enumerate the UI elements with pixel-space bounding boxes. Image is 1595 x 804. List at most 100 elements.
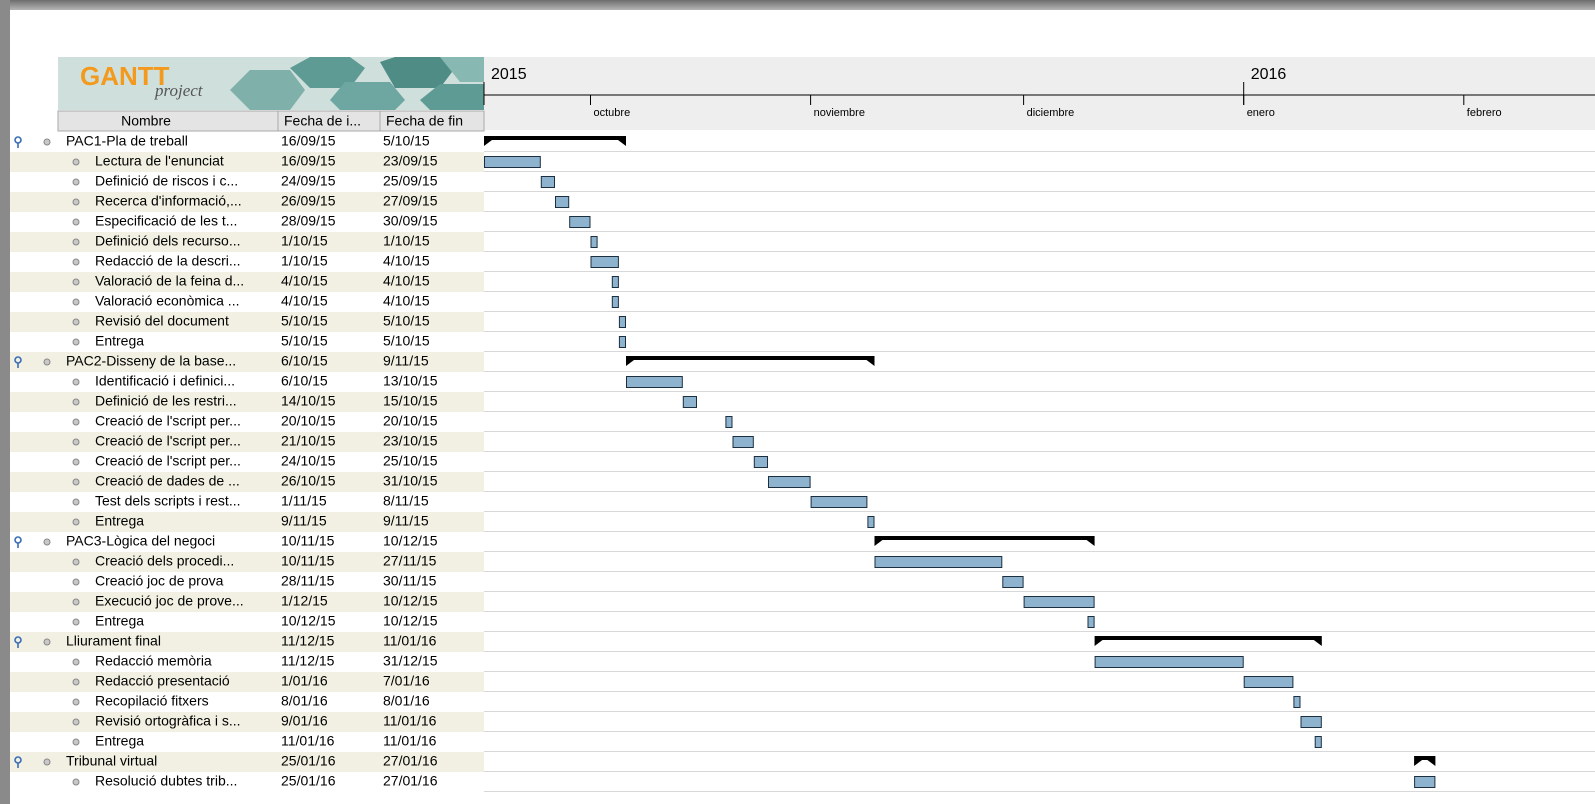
- task-bullet: [72, 478, 80, 486]
- task-bar: [611, 296, 619, 308]
- row-shade: [10, 352, 484, 372]
- task-end: 15/10/15: [383, 393, 438, 409]
- task-name: Test dels scripts i rest...: [95, 493, 240, 509]
- row-shade: [10, 272, 484, 292]
- logo-sub: project: [154, 81, 204, 100]
- task-start: 10/12/15: [281, 613, 336, 629]
- task-start: 11/12/15: [281, 633, 335, 649]
- task-bullet: [72, 518, 80, 526]
- task-end: 10/12/15: [383, 613, 438, 629]
- task-start: 1/01/16: [281, 673, 328, 689]
- task-bullet: [72, 598, 80, 606]
- task-name: Redacció memòria: [95, 653, 212, 669]
- task-start: 16/09/15: [281, 153, 336, 169]
- summary-cap: [874, 540, 883, 546]
- task-name: Recerca d'informació,...: [95, 193, 242, 209]
- task-name: Lliurament final: [66, 633, 161, 649]
- task-bullet: [72, 398, 80, 406]
- year-label: 2016: [1251, 66, 1287, 83]
- task-start: 1/10/15: [281, 233, 328, 249]
- task-bullet: [43, 758, 51, 766]
- summary-cap: [1427, 760, 1436, 766]
- task-bar: [1094, 656, 1244, 668]
- task-name: Creació dels procedi...: [95, 553, 234, 569]
- task-bullet: [43, 538, 51, 546]
- task-bullet: [72, 258, 80, 266]
- logo-brand: GANTT: [80, 61, 170, 91]
- task-bullet: [72, 218, 80, 226]
- task-end: 1/10/15: [383, 233, 430, 249]
- task-end: 10/12/15: [383, 533, 438, 549]
- task-end: 8/01/16: [383, 693, 430, 709]
- task-end: 5/10/15: [383, 133, 430, 149]
- task-bar: [874, 556, 1003, 568]
- task-bullet: [72, 378, 80, 386]
- row-shade: [10, 552, 484, 572]
- task-start: 21/10/15: [281, 433, 336, 449]
- task-name: Valoració de la feina d...: [95, 273, 244, 289]
- task-start: 28/11/15: [281, 573, 335, 589]
- task-start: 10/11/15: [281, 533, 335, 549]
- task-end: 31/10/15: [383, 473, 438, 489]
- task-bullet: [72, 678, 80, 686]
- task-bullet: [43, 358, 51, 366]
- task-end: 11/01/16: [383, 733, 437, 749]
- timeline-header: [484, 57, 1595, 130]
- task-bar: [1243, 676, 1294, 688]
- task-bar: [611, 276, 619, 288]
- hex: [230, 70, 305, 110]
- task-start: 4/10/15: [281, 293, 328, 309]
- hex: [420, 84, 484, 110]
- task-end: 4/10/15: [383, 273, 430, 289]
- task-name: Revisió ortogràfica i s...: [95, 713, 241, 729]
- row-shade: [10, 392, 484, 412]
- top-frame: [0, 0, 1595, 10]
- month-label: noviembre: [814, 107, 865, 119]
- task-end: 9/11/15: [383, 513, 429, 529]
- task-name: Creació de l'script per...: [95, 453, 241, 469]
- task-start: 4/10/15: [281, 273, 328, 289]
- task-name: Entrega: [95, 613, 144, 629]
- summary-cap: [1086, 540, 1095, 546]
- summary-cap: [1313, 640, 1322, 646]
- task-end: 27/11/15: [383, 553, 437, 569]
- task-bullet: [72, 418, 80, 426]
- task-end: 23/09/15: [383, 153, 438, 169]
- task-name: Execució joc de prove...: [95, 593, 244, 609]
- year-label: 2015: [491, 66, 527, 83]
- task-end: 8/11/15: [383, 493, 429, 509]
- header-bg: [57, 110, 485, 132]
- summary-bar: [1414, 756, 1436, 760]
- task-end: 11/01/16: [383, 633, 437, 649]
- col-header: Fecha de i...: [284, 113, 361, 129]
- summary-cap: [866, 360, 875, 366]
- task-bar: [810, 496, 868, 508]
- task-start: 11/12/15: [281, 653, 335, 669]
- row-shade: [10, 712, 484, 732]
- task-name: Entrega: [95, 733, 144, 749]
- row-shade: [10, 432, 484, 452]
- task-end: 4/10/15: [383, 253, 430, 269]
- task-bullet: [43, 138, 51, 146]
- task-name: Resolució dubtes trib...: [95, 773, 237, 789]
- task-name: Identificació i definici...: [95, 373, 235, 389]
- task-name: Especificació de les t...: [95, 213, 237, 229]
- hex: [440, 57, 484, 82]
- task-bullet: [43, 638, 51, 646]
- task-bullet: [72, 178, 80, 186]
- task-end: 9/11/15: [383, 353, 429, 369]
- task-bar: [768, 476, 811, 488]
- task-end: 5/10/15: [383, 313, 430, 329]
- task-end: 11/01/16: [383, 713, 437, 729]
- task-name: Definició de riscos i c...: [95, 173, 238, 189]
- task-start: 16/09/15: [281, 133, 336, 149]
- task-bullet: [72, 438, 80, 446]
- summary-cap: [1414, 760, 1423, 766]
- row-shade: [10, 632, 484, 652]
- task-end: 25/09/15: [383, 173, 438, 189]
- task-start: 20/10/15: [281, 413, 336, 429]
- task-end: 7/01/16: [383, 673, 430, 689]
- task-end: 30/09/15: [383, 213, 438, 229]
- task-bullet: [72, 158, 80, 166]
- task-name: Definició de les restri...: [95, 393, 237, 409]
